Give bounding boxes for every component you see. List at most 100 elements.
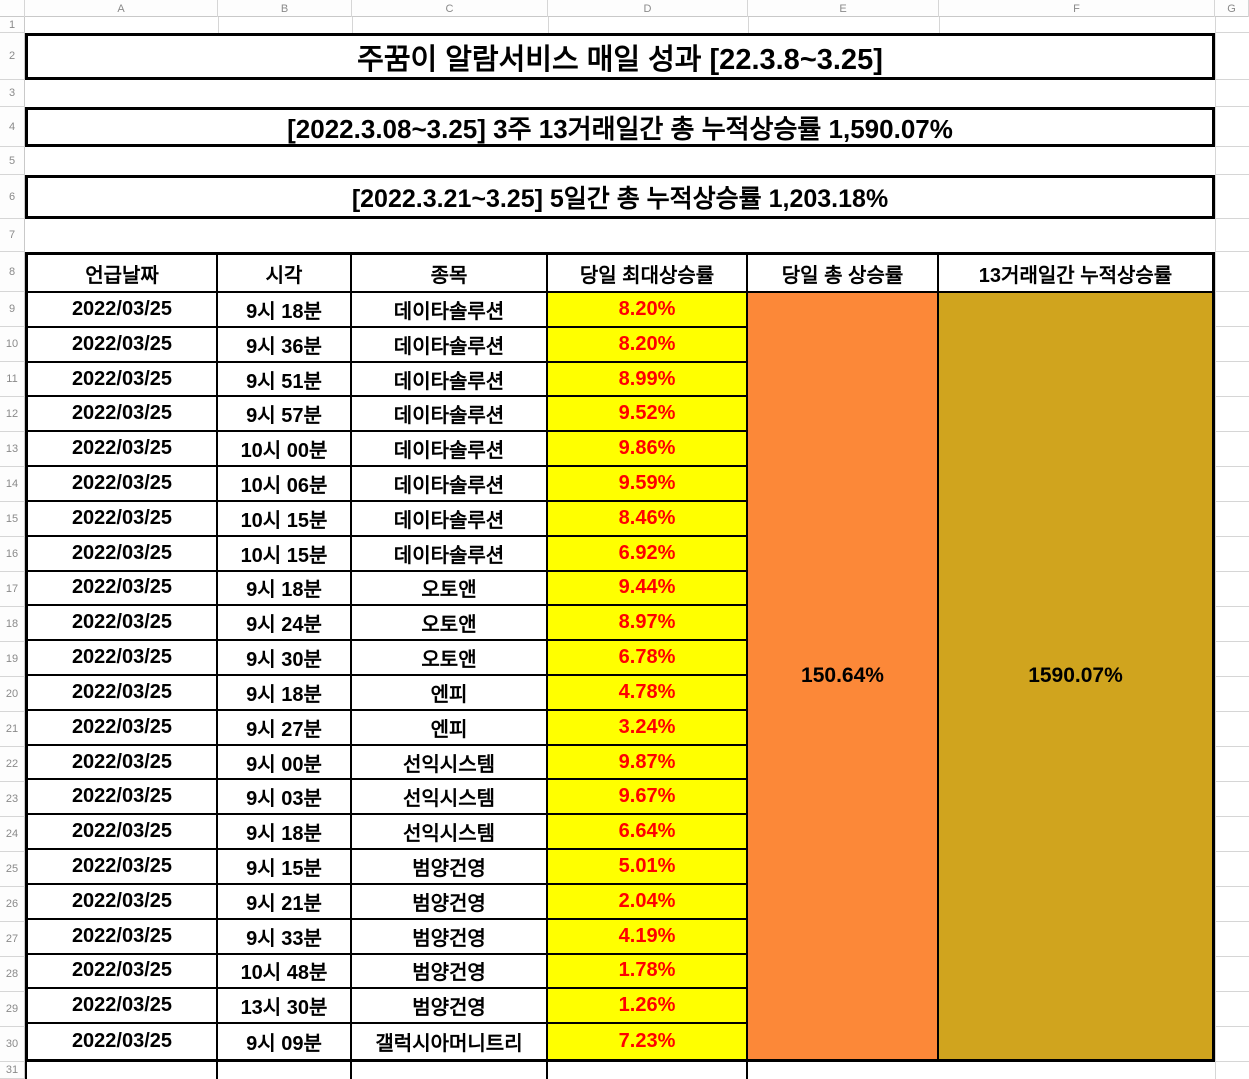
time-cell[interactable]: 13시 30분 [218,989,352,1025]
max-rise-cell[interactable]: 8.99% [548,362,748,398]
time-cell[interactable]: 9시 27분 [218,710,352,746]
stock-cell[interactable]: 데이타솔루션 [352,501,548,537]
stock-cell[interactable]: 범양건영 [352,989,548,1025]
row-header-6[interactable]: 6 [0,175,25,219]
date-cell[interactable]: 2022/03/25 [28,780,218,816]
stock-cell[interactable]: 데이타솔루션 [352,467,548,502]
max-rise-cell[interactable]: 9.59% [548,467,748,502]
date-cell[interactable]: 2022/03/25 [28,397,218,433]
stock-cell[interactable]: 오토앤 [352,606,548,642]
header-cell-stock[interactable]: 종목 [352,255,548,293]
time-cell[interactable]: 9시 33분 [218,919,352,955]
select-all-corner[interactable] [0,0,25,17]
column-header-F[interactable]: F [939,0,1215,17]
row-header-16[interactable]: 16 [0,537,25,572]
main-title-cell[interactable]: 주꿈이 알람서비스 매일 성과 [22.3.8~3.25] [25,33,1215,80]
row-header-14[interactable]: 14 [0,467,25,502]
date-cell[interactable]: 2022/03/25 [28,989,218,1025]
stock-cell[interactable]: 데이타솔루션 [352,293,548,328]
subtitle-cumulative-5day-cell[interactable]: [2022.3.21~3.25] 5일간 총 누적상승률 1,203.18% [25,175,1215,219]
row-header-7[interactable]: 7 [0,219,25,252]
time-cell[interactable]: 9시 00분 [218,745,352,781]
stock-cell[interactable]: 데이타솔루션 [352,397,548,433]
date-cell[interactable]: 2022/03/25 [28,536,218,572]
stock-cell[interactable]: 데이타솔루션 [352,536,548,572]
row-header-5[interactable]: 5 [0,147,25,175]
time-cell[interactable]: 9시 18분 [218,571,352,607]
max-rise-cell[interactable]: 3.24% [548,710,748,746]
max-rise-cell[interactable]: 1.26% [548,989,748,1025]
stock-cell[interactable]: 범양건영 [352,954,548,990]
date-cell[interactable]: 2022/03/25 [28,501,218,537]
max-rise-cell[interactable]: 8.46% [548,501,748,537]
time-cell[interactable]: 9시 51분 [218,362,352,398]
stock-cell[interactable]: 선익시스템 [352,780,548,816]
stock-cell[interactable]: 데이타솔루션 [352,432,548,468]
header-cell-date[interactable]: 언급날짜 [28,255,218,293]
row-header-23[interactable]: 23 [0,782,25,817]
cumulative-13day-rise-cell[interactable]: 1590.07% [939,293,1212,1059]
stock-cell[interactable]: 선익시스템 [352,745,548,781]
row-header-20[interactable]: 20 [0,677,25,712]
header-cell-cumulative-rise[interactable]: 13거래일간 누적상승률 [939,255,1212,293]
time-cell[interactable]: 10시 00분 [218,432,352,468]
row-header-31[interactable]: 31 [0,1062,25,1079]
column-header-G[interactable]: G [1215,0,1249,17]
stock-cell[interactable]: 데이타솔루션 [352,362,548,398]
stock-cell[interactable]: 오토앤 [352,641,548,676]
time-cell[interactable]: 10시 15분 [218,501,352,537]
date-cell[interactable]: 2022/03/25 [28,815,218,851]
row-header-8[interactable]: 8 [0,252,25,292]
row-header-11[interactable]: 11 [0,362,25,397]
max-rise-cell[interactable]: 8.20% [548,293,748,328]
date-cell[interactable]: 2022/03/25 [28,606,218,642]
date-cell[interactable]: 2022/03/25 [28,884,218,920]
row-header-21[interactable]: 21 [0,712,25,747]
max-rise-cell[interactable]: 2.04% [548,884,748,920]
column-header-B[interactable]: B [218,0,352,17]
time-cell[interactable]: 9시 03분 [218,780,352,816]
time-cell[interactable]: 9시 15분 [218,850,352,885]
max-rise-cell[interactable]: 1.78% [548,954,748,990]
row-header-1[interactable]: 1 [0,17,25,33]
header-cell-daily-total-rise[interactable]: 당일 총 상승률 [748,255,939,293]
row-header-24[interactable]: 24 [0,817,25,852]
row-header-28[interactable]: 28 [0,957,25,992]
date-cell[interactable]: 2022/03/25 [28,641,218,676]
time-cell[interactable]: 9시 18분 [218,815,352,851]
date-cell[interactable]: 2022/03/25 [28,327,218,363]
time-cell[interactable]: 10시 15분 [218,536,352,572]
stock-cell[interactable]: 엔피 [352,710,548,746]
time-cell[interactable]: 10시 06분 [218,467,352,502]
row-header-26[interactable]: 26 [0,887,25,922]
date-cell[interactable]: 2022/03/25 [28,745,218,781]
column-header-A[interactable]: A [25,0,218,17]
row-header-13[interactable]: 13 [0,432,25,467]
row-header-10[interactable]: 10 [0,327,25,362]
max-rise-cell[interactable]: 6.78% [548,641,748,676]
date-cell[interactable]: 2022/03/25 [28,293,218,328]
stock-cell[interactable]: 선익시스템 [352,815,548,851]
date-cell[interactable]: 2022/03/25 [28,850,218,885]
time-cell[interactable]: 9시 57분 [218,397,352,433]
max-rise-cell[interactable]: 9.86% [548,432,748,468]
max-rise-cell[interactable]: 6.92% [548,536,748,572]
stock-cell[interactable]: 범양건영 [352,919,548,955]
row-header-30[interactable]: 30 [0,1027,25,1062]
stock-cell[interactable]: 범양건영 [352,884,548,920]
max-rise-cell[interactable]: 6.64% [548,815,748,851]
date-cell[interactable]: 2022/03/25 [28,710,218,746]
time-cell[interactable]: 9시 18분 [218,675,352,711]
time-cell[interactable]: 9시 09분 [218,1024,352,1059]
date-cell[interactable]: 2022/03/25 [28,954,218,990]
max-rise-cell[interactable]: 7.23% [548,1024,748,1059]
stock-cell[interactable]: 범양건영 [352,850,548,885]
column-header-E[interactable]: E [748,0,939,17]
max-rise-cell[interactable]: 9.52% [548,397,748,433]
date-cell[interactable]: 2022/03/25 [28,571,218,607]
header-cell-time[interactable]: 시각 [218,255,352,293]
max-rise-cell[interactable]: 9.44% [548,571,748,607]
time-cell[interactable]: 9시 24분 [218,606,352,642]
max-rise-cell[interactable]: 4.19% [548,919,748,955]
time-cell[interactable]: 9시 18분 [218,293,352,328]
